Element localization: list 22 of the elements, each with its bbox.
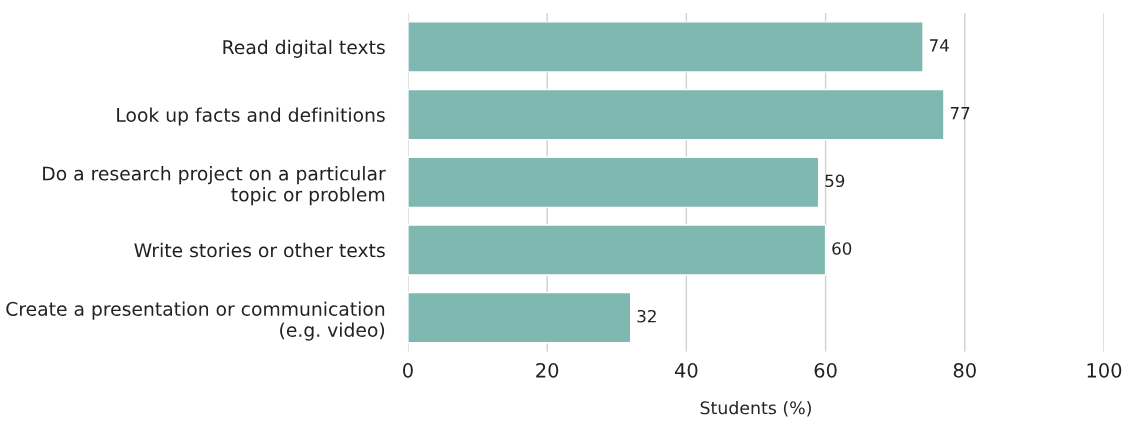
y-tick-label: Do a research project on a particular topic or problem: [43, 166, 386, 206]
x-tick-label: 40: [674, 362, 698, 378]
data-label: 74: [929, 39, 949, 52]
bar: [407, 291, 632, 344]
y-tick-label: Create a presentation or communication (e.g. video): [6, 301, 385, 341]
x-tick-label: 80: [953, 362, 976, 378]
x-tick-label: 100: [1087, 362, 1122, 378]
x-axis-title: Students (%): [700, 400, 811, 417]
data-label: 59: [825, 174, 845, 188]
data-label: 32: [637, 309, 656, 323]
bar: [407, 21, 924, 73]
data-label: 77: [950, 107, 970, 120]
y-tick-label: Write stories or other texts: [134, 242, 385, 258]
data-label: 60: [832, 242, 852, 255]
x-tick-label: 20: [536, 362, 559, 378]
bar: [407, 224, 827, 276]
x-tick-label: 0: [403, 362, 413, 378]
y-tick-label: Read digital texts: [223, 39, 385, 58]
x-tick-label: 60: [814, 362, 837, 378]
bar: [407, 88, 945, 141]
y-tick-label: Look up facts and definitions: [117, 107, 385, 126]
bar: [407, 156, 820, 209]
